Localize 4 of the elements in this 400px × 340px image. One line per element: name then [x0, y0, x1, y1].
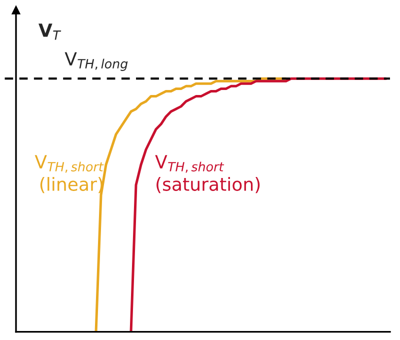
series-label: V$_{TH,short}$ (linear) — [34, 155, 104, 194]
series-label: V$_{TH,short}$ (saturation) — [155, 155, 260, 194]
y-axis-title: V$_{T}$ — [38, 24, 62, 40]
ref-line-label: V$_{TH,long}$ — [64, 52, 128, 71]
